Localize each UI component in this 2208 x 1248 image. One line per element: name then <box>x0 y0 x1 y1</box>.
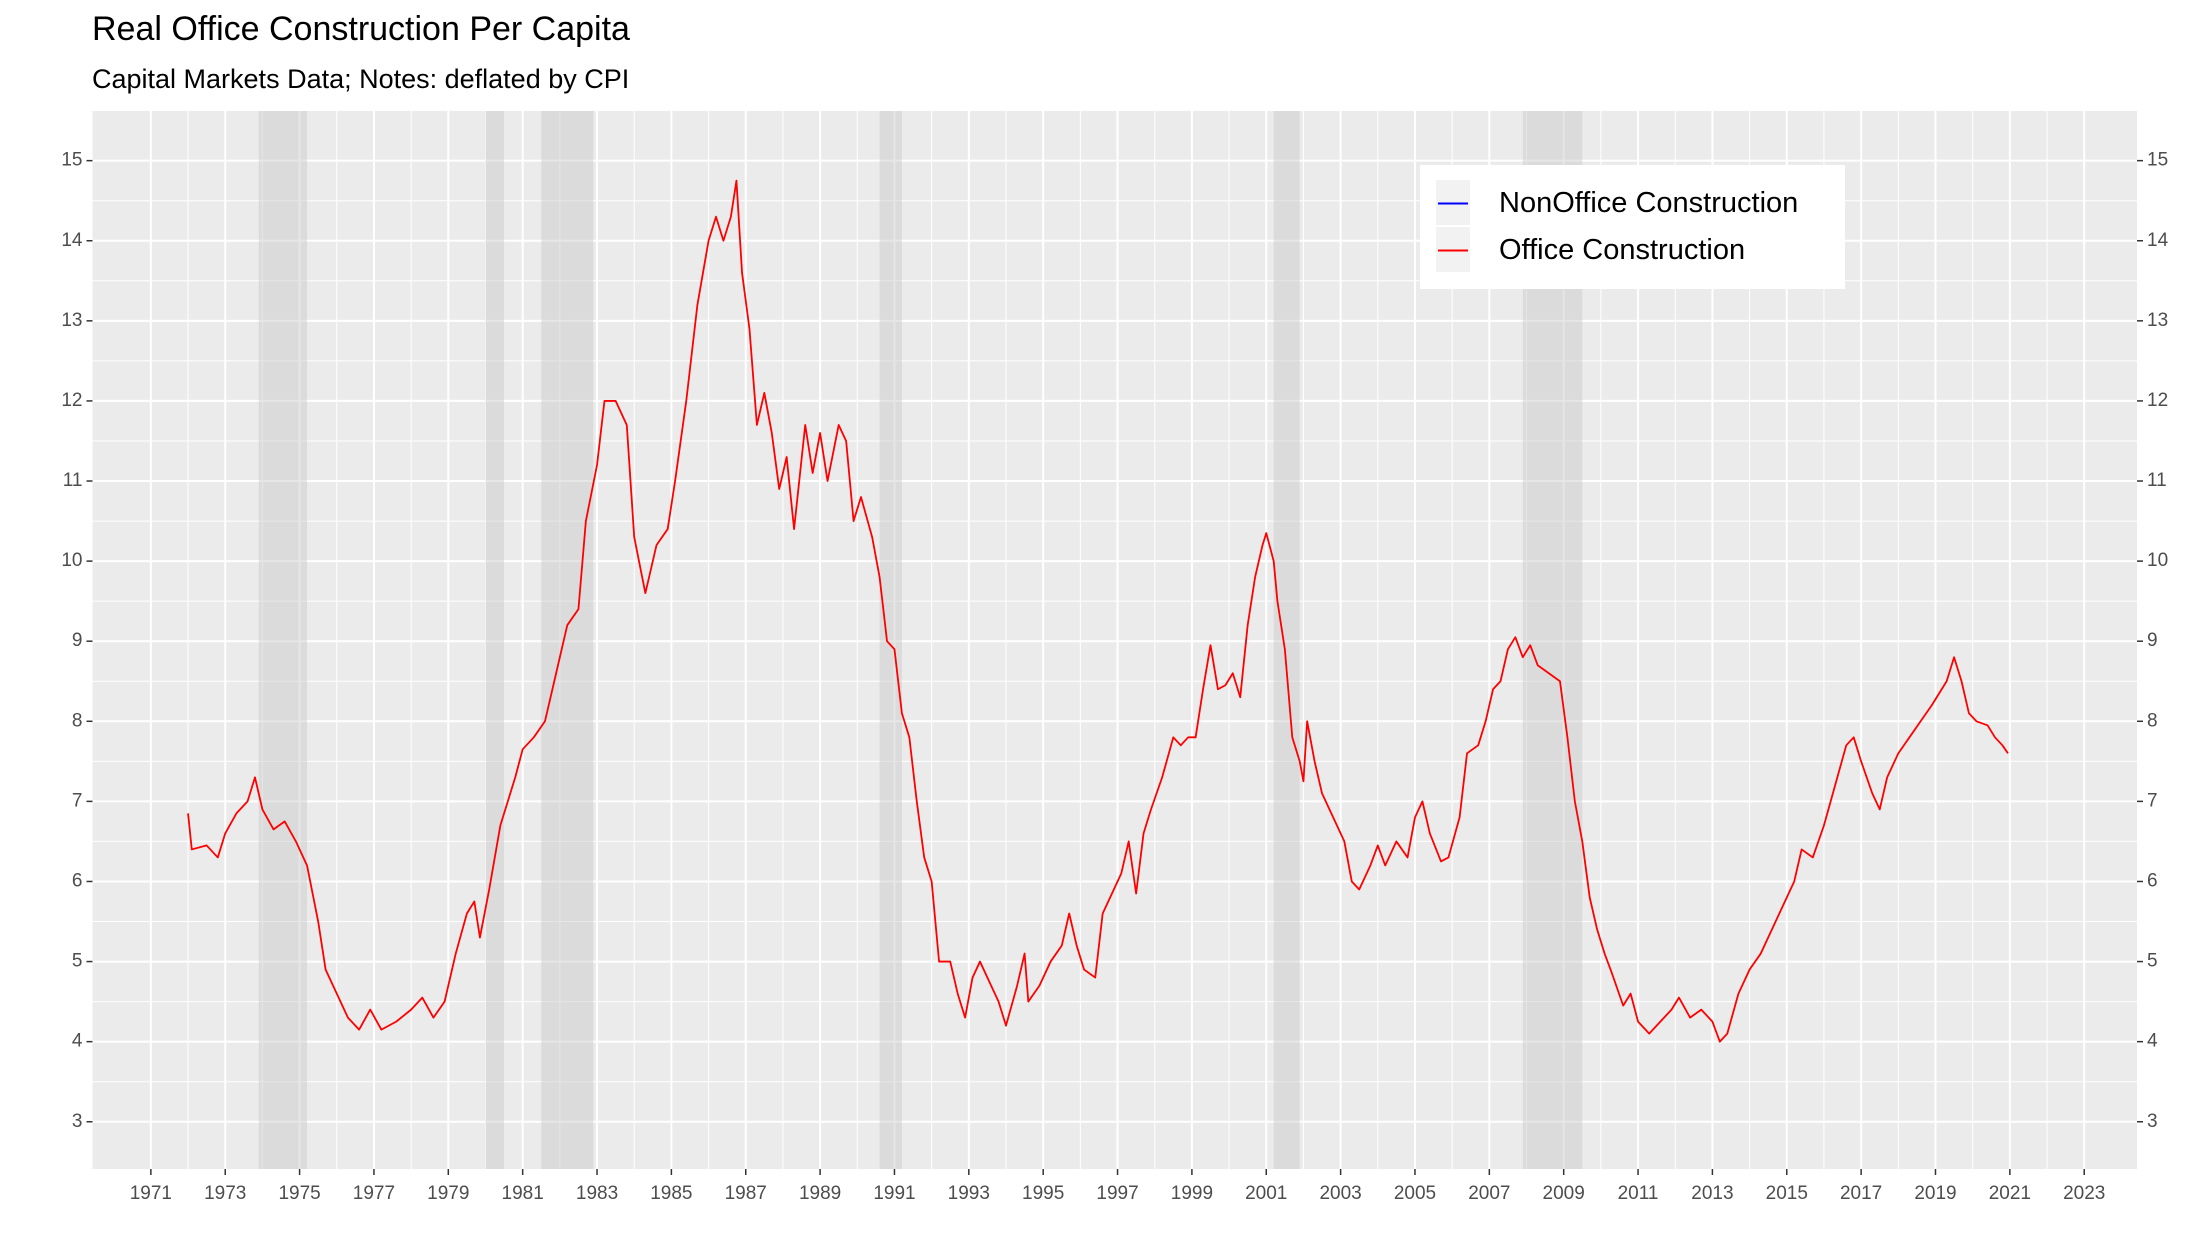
x-tick-label: 1975 <box>278 1183 320 1204</box>
x-tick-label: 1971 <box>130 1183 172 1204</box>
x-tick-label: 1999 <box>1171 1183 1213 1204</box>
y2-tick-label: 4 <box>2147 1031 2158 1052</box>
x-tick-label: 1985 <box>650 1183 692 1204</box>
chart-title: Real Office Construction Per Capita <box>92 10 630 48</box>
x-tick-label: 1977 <box>353 1183 395 1204</box>
y2-tick-label: 11 <box>2147 470 2167 491</box>
x-tick-label: 2013 <box>1691 1183 1733 1204</box>
y2-tick-label: 10 <box>2147 550 2168 571</box>
y-tick-label: 8 <box>72 710 83 731</box>
legend-label: Office Construction <box>1499 234 1745 266</box>
recession-band <box>485 111 505 1169</box>
y-tick-label: 9 <box>72 630 83 651</box>
y2-tick-label: 5 <box>2147 951 2158 972</box>
y-tick-label: 10 <box>61 550 82 571</box>
x-tick-label: 2019 <box>1914 1183 1956 1204</box>
x-tick-label: 1989 <box>799 1183 841 1204</box>
x-tick-label: 2009 <box>1543 1183 1585 1204</box>
x-tick-label: 1981 <box>502 1183 544 1204</box>
y-tick-label: 6 <box>72 870 83 891</box>
data-line <box>187 179 2009 1043</box>
y-tick-label: 11 <box>63 470 83 491</box>
x-tick-label: 2021 <box>1989 1183 2031 1204</box>
x-tick-label: 2023 <box>2063 1183 2105 1204</box>
x-tick-label: 2005 <box>1394 1183 1436 1204</box>
x-tick-label: 2001 <box>1245 1183 1287 1204</box>
x-tick-label: 1995 <box>1022 1183 1064 1204</box>
y2-tick-label: 7 <box>2147 790 2158 811</box>
y-tick-label: 13 <box>61 310 82 331</box>
y2-tick-label: 6 <box>2147 870 2158 891</box>
x-tick-label: 2011 <box>1618 1183 1659 1204</box>
y-tick-label: 4 <box>72 1031 83 1052</box>
x-tick-label: 2017 <box>1840 1183 1882 1204</box>
y2-tick-label: 12 <box>2147 390 2168 411</box>
recession-band <box>879 111 902 1169</box>
y-tick-label: 3 <box>72 1111 83 1132</box>
recession-band <box>258 111 308 1169</box>
y-tick-label: 5 <box>72 951 83 972</box>
x-tick-label: 1973 <box>204 1183 246 1204</box>
recession-band <box>541 111 594 1169</box>
y-tick-label: 14 <box>61 230 83 251</box>
y-tick-label: 15 <box>61 150 82 171</box>
legend-label: NonOffice Construction <box>1499 187 1798 219</box>
x-tick-label: 2015 <box>1766 1183 1808 1204</box>
legend-box <box>1420 165 1845 289</box>
x-tick-label: 1983 <box>576 1183 618 1204</box>
recession-band <box>1273 111 1300 1169</box>
x-tick-label: 1987 <box>725 1183 767 1204</box>
x-tick-label: 1979 <box>427 1183 469 1204</box>
y2-tick-label: 3 <box>2147 1111 2158 1132</box>
y-tick-label: 7 <box>72 790 83 811</box>
x-tick-label: 2007 <box>1468 1183 1510 1204</box>
x-tick-label: 1997 <box>1096 1183 1138 1204</box>
x-tick-label: 1991 <box>873 1183 915 1204</box>
y2-tick-label: 14 <box>2147 230 2169 251</box>
y-tick-label: 12 <box>61 390 82 411</box>
y2-tick-label: 13 <box>2147 310 2168 331</box>
y2-tick-label: 9 <box>2147 630 2158 651</box>
y2-tick-label: 8 <box>2147 710 2158 731</box>
y2-tick-label: 15 <box>2147 150 2168 171</box>
x-tick-label: 2003 <box>1319 1183 1361 1204</box>
chart-subtitle: Capital Markets Data; Notes: deflated by… <box>92 64 629 94</box>
x-tick-label: 1993 <box>948 1183 990 1204</box>
